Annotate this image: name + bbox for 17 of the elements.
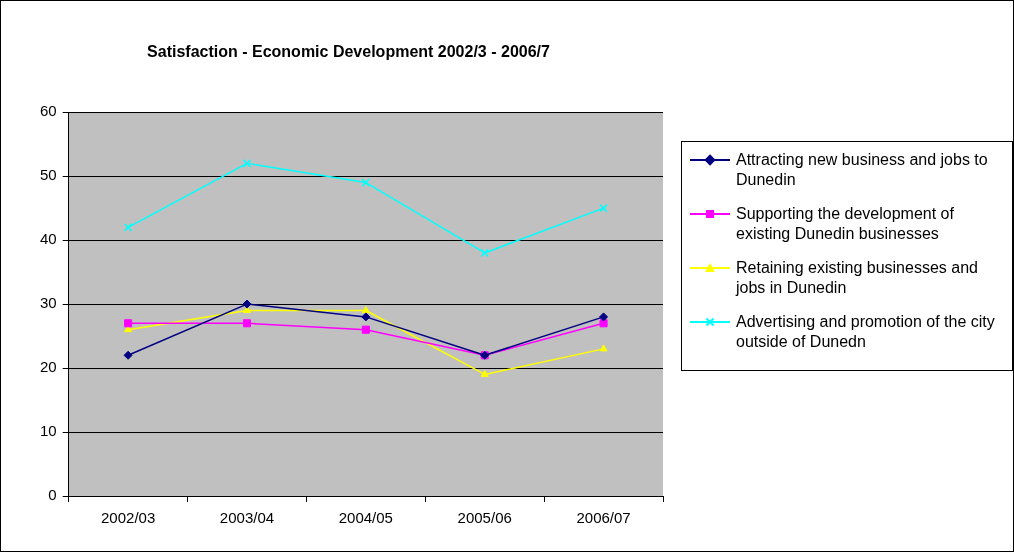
x-tick-label: 2002/03 — [101, 509, 156, 527]
y-tick-label: 30 — [40, 294, 57, 312]
x-tick-label: 2005/06 — [457, 509, 512, 527]
y-tick-label: 10 — [40, 422, 57, 440]
chart-title: Satisfaction - Economic Development 2002/3 - 2006/7 — [147, 43, 551, 61]
x-tick-label: 2006/07 — [576, 509, 631, 527]
x-tick-label: 2003/04 — [219, 509, 275, 527]
y-tick-label: 60 — [40, 102, 57, 120]
legend-label: Retaining existing businesses and jobs in Dunedin — [736, 258, 979, 298]
legend-label: Supporting the development of existing Dunedin businesses — [736, 204, 955, 244]
y-tick-label: 40 — [40, 230, 57, 248]
y-tick-label: 20 — [40, 358, 57, 376]
legend-label: Advertising and promotion of the city outside of Dunedn — [736, 312, 996, 352]
legend-label: Attracting new business and jobs to Dunedin — [736, 150, 989, 190]
y-tick-label: 0 — [48, 486, 57, 504]
x-tick-label: 2004/05 — [338, 509, 393, 527]
y-tick-label: 50 — [40, 166, 57, 184]
